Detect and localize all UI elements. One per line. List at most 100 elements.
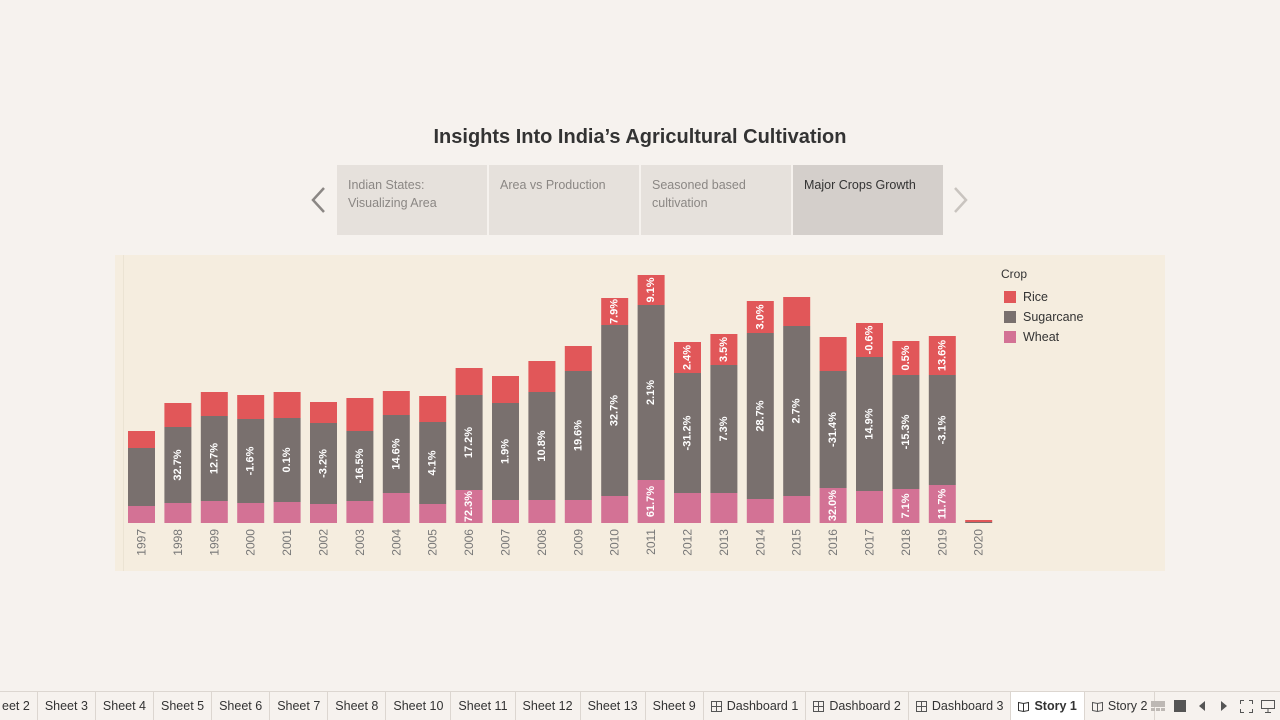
tab-sheet-11[interactable]: Sheet 11 [451,692,516,720]
bar-sugarcane-2005[interactable] [419,422,447,504]
bar-wheat-2017[interactable] [856,491,883,523]
tab-dashboard-1[interactable]: Dashboard 1 [704,692,807,720]
bar-wheat-2014[interactable] [746,499,774,523]
tab-sheet-12[interactable]: Sheet 12 [516,692,581,720]
bar-wheat-2016[interactable] [819,488,847,523]
bar-sugarcane-2004[interactable] [382,415,410,493]
bar-wheat-2006[interactable] [455,490,483,523]
bar-rice-2012[interactable] [674,342,701,373]
bar-rice-2019[interactable] [928,336,956,375]
legend-item-rice[interactable]: Rice [1001,287,1083,307]
bar-wheat-2011[interactable] [637,480,665,523]
fullscreen-icon[interactable] [1238,698,1254,714]
bar-rice-2014[interactable] [746,301,774,333]
bar-rice-2010[interactable] [601,298,629,325]
show-tabs-icon[interactable] [1172,698,1188,714]
bar-wheat-2008[interactable] [528,500,556,523]
bar-wheat-1998[interactable] [164,503,192,523]
story-point-major-crops-growth[interactable]: Major Crops Growth [793,165,943,235]
bar-rice-2006[interactable] [455,368,483,395]
bar-rice-1999[interactable] [200,392,228,416]
bar-wheat-2019[interactable] [928,485,956,523]
bar-rice-1997[interactable] [128,431,155,448]
bar-rice-1998[interactable] [164,403,192,427]
bar-wheat-1997[interactable] [128,506,155,523]
bar-sugarcane-2013[interactable] [710,365,738,493]
next-sheet-icon[interactable] [1216,698,1232,714]
tab-story-1[interactable]: Story 1 [1011,692,1085,720]
chevron-right-icon[interactable] [949,184,971,216]
bar-sugarcane-1998[interactable] [164,427,192,503]
bar-sugarcane-2010[interactable] [601,325,629,496]
bar-rice-2011[interactable] [637,275,665,305]
bar-sugarcane-1997[interactable] [128,448,155,506]
bar-wheat-2012[interactable] [674,493,701,523]
bar-rice-2005[interactable] [419,396,447,422]
bar-rice-2018[interactable] [892,341,920,375]
bar-sugarcane-2008[interactable] [528,392,556,500]
bar-rice-2015[interactable] [783,297,811,326]
legend-item-sugarcane[interactable]: Sugarcane [1001,307,1083,327]
bar-sugarcane-2019[interactable] [928,375,956,485]
previous-sheet-icon[interactable] [1194,698,1210,714]
bar-wheat-2005[interactable] [419,504,447,523]
bar-rice-2007[interactable] [492,376,519,403]
bar-wheat-2004[interactable] [382,493,410,523]
bar-sugarcane-2011[interactable] [637,305,665,480]
bar-wheat-2002[interactable] [310,504,337,523]
legend-item-wheat[interactable]: Wheat [1001,327,1083,347]
bar-sugarcane-2003[interactable] [346,431,374,501]
tab-sheet-9[interactable]: Sheet 9 [646,692,704,720]
bar-sugarcane-2007[interactable] [492,403,519,500]
bar-sugarcane-2006[interactable] [455,395,483,490]
bar-rice-2017[interactable] [856,323,883,357]
bar-sugarcane-2002[interactable] [310,423,337,504]
tab-dashboard-2[interactable]: Dashboard 2 [806,692,909,720]
tab-dashboard-3[interactable]: Dashboard 3 [909,692,1012,720]
bar-sugarcane-2017[interactable] [856,357,883,491]
bar-wheat-2015[interactable] [783,496,811,523]
chevron-left-icon[interactable] [308,184,330,216]
tab-sheet-13[interactable]: Sheet 13 [581,692,646,720]
tab-sheet-8[interactable]: Sheet 8 [328,692,387,720]
bar-sugarcane-2000[interactable] [237,419,265,503]
bar-rice-2002[interactable] [310,402,337,423]
tab-story-2[interactable]: Story 2 [1085,692,1156,720]
bar-sugarcane-2016[interactable] [819,371,847,488]
bar-rice-2003[interactable] [346,398,374,431]
bar-rice-2008[interactable] [528,361,556,392]
bar-wheat-2001[interactable] [273,502,301,523]
tab-sheet-4[interactable]: Sheet 4 [96,692,154,720]
bar-sugarcane-2014[interactable] [746,333,774,499]
bar-sugarcane-2018[interactable] [892,375,920,489]
bar-sugarcane-2012[interactable] [674,373,701,493]
bar-rice-2000[interactable] [237,395,265,419]
story-point-seasoned-cultivation[interactable]: Seasoned based cultivation [641,165,791,235]
tab-sheet-6[interactable]: Sheet 6 [212,692,271,720]
tab-sheet-2[interactable]: eet 2 [0,692,38,720]
bar-rice-2009[interactable] [564,346,592,371]
bar-rice-2016[interactable] [819,337,847,371]
bar-rice-2001[interactable] [273,392,301,418]
show-filmstrip-icon[interactable] [1150,698,1166,714]
tab-sheet-7[interactable]: Sheet 7 [270,692,329,720]
bar-sugarcane-2001[interactable] [273,418,301,502]
bar-wheat-2009[interactable] [564,500,592,523]
bar-sugarcane-2020[interactable] [965,522,993,523]
bar-wheat-2010[interactable] [601,496,629,523]
bar-wheat-1999[interactable] [200,501,228,523]
story-point-indian-states[interactable]: Indian States: Visualizing Area [337,165,487,235]
bar-sugarcane-2015[interactable] [783,326,811,496]
presentation-icon[interactable] [1260,698,1276,714]
tab-sheet-10[interactable]: Sheet 10 [386,692,452,720]
bar-sugarcane-2009[interactable] [564,371,592,500]
bar-sugarcane-1999[interactable] [200,416,228,501]
bar-rice-2013[interactable] [710,334,738,365]
bar-wheat-2003[interactable] [346,501,374,523]
bar-rice-2004[interactable] [382,391,410,415]
tab-sheet-3[interactable]: Sheet 3 [38,692,96,720]
tab-sheet-5[interactable]: Sheet 5 [154,692,213,720]
bar-wheat-2000[interactable] [237,503,265,523]
bar-wheat-2007[interactable] [492,500,519,523]
story-point-area-vs-production[interactable]: Area vs Production [489,165,639,235]
